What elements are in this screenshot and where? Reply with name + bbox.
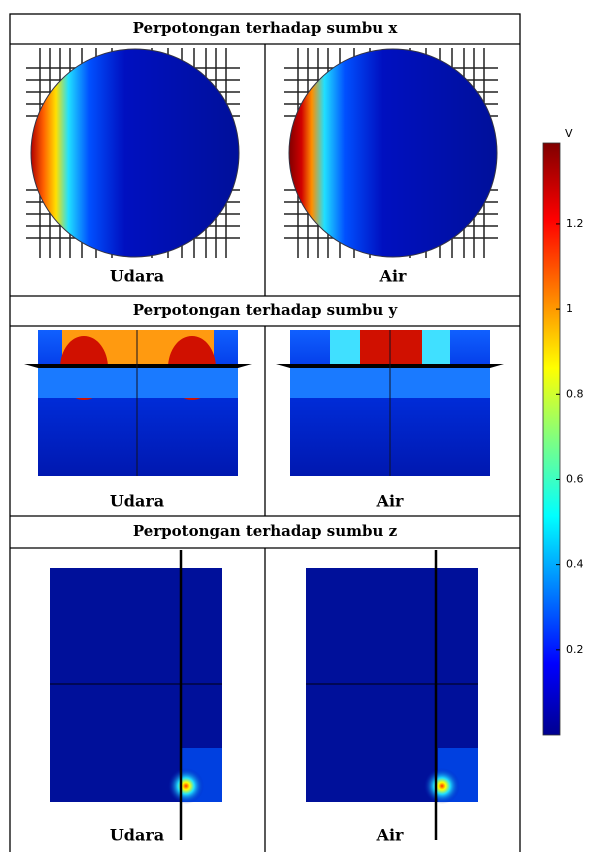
section-title: Perpotongan terhadap sumbu x <box>133 19 399 37</box>
colorbar-tick-label: 0.8 <box>566 387 584 400</box>
cell-label: Udara <box>110 267 164 286</box>
cell-label: Udara <box>110 826 164 845</box>
page: Perpotongan terhadap sumbu x Perpotongan… <box>0 0 589 852</box>
z-section-udara <box>50 550 222 840</box>
colorbar-tick-label: 0.6 <box>566 472 584 485</box>
colorbar <box>543 143 560 735</box>
section-title: Perpotongan terhadap sumbu y <box>133 301 399 319</box>
x-section-air <box>284 48 498 258</box>
y-section-udara <box>24 330 252 476</box>
colorbar-tick-label: 1.2 <box>566 217 584 230</box>
x-section-udara <box>26 48 240 258</box>
colorbar-unit: V <box>565 127 573 140</box>
section-title: Perpotongan terhadap sumbu z <box>133 522 398 540</box>
cell-label: Udara <box>110 492 164 511</box>
cell-label: Air <box>376 492 404 511</box>
cell-label: Air <box>376 826 404 845</box>
y-section-air <box>276 330 504 476</box>
colorbar-tick-label: 0.4 <box>566 558 584 571</box>
colorbar-tick-label: 1 <box>566 302 573 315</box>
colorbar-tick-label: 0.2 <box>566 643 584 656</box>
cell-label: Air <box>379 267 407 286</box>
z-section-air <box>306 550 478 840</box>
